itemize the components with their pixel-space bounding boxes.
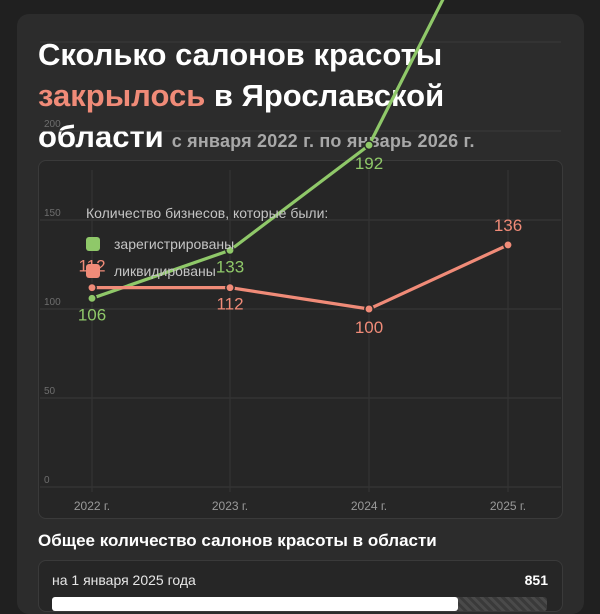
y-tick-label-0: 0 bbox=[44, 475, 50, 486]
summary-row-value: 851 bbox=[524, 572, 548, 588]
legend-label-registered: зарегистрированы bbox=[114, 235, 235, 252]
summary-bar-track bbox=[52, 597, 547, 611]
headline-part2: в Ярославской bbox=[213, 78, 445, 113]
headline-period: с января 2022 г. по январь 2026 г. bbox=[171, 131, 475, 151]
legend-entry-liquidated: ликвидированы bbox=[86, 257, 328, 284]
summary-row: на 1 января 2025 года 851 bbox=[38, 560, 563, 612]
y-tick-label-50: 50 bbox=[44, 386, 56, 397]
series-0-data-label-0: 106 bbox=[78, 305, 106, 324]
series-1-data-label-1: 112 bbox=[216, 295, 243, 314]
headline: Сколько салонов красоты закрылось в Ярос… bbox=[38, 34, 558, 162]
series-0-data-label-1: 133 bbox=[216, 257, 244, 276]
headline-part3: области bbox=[38, 119, 164, 154]
series-1-data-label-2: 100 bbox=[355, 318, 383, 337]
legend-swatch-registered bbox=[86, 236, 100, 251]
series-line-0 bbox=[90, 0, 445, 300]
summary-bar-fill bbox=[52, 597, 458, 611]
y-tick-label-150: 150 bbox=[44, 208, 61, 219]
series-0-point-0 bbox=[87, 293, 97, 304]
x-tick-label-2: 2024 г. bbox=[351, 499, 387, 513]
series-1-point-3 bbox=[503, 239, 513, 250]
legend-swatch-liquidated bbox=[86, 263, 100, 278]
legend-entry-registered: зарегистрированы bbox=[86, 230, 328, 257]
line-chart: 0 50 100 150 200 2022 г. 2023 г. 2024 г. 2025 г.… bbox=[40, 0, 561, 513]
y-tick-label-100: 100 bbox=[44, 297, 61, 308]
y-tick-label-200: 200 bbox=[44, 119, 61, 130]
series-1-point-2 bbox=[364, 304, 374, 314]
x-tick-label-1: 2023 г. bbox=[212, 499, 248, 513]
x-tick-label-3: 2025 г. bbox=[490, 499, 526, 513]
headline-part1: Сколько салонов красоты bbox=[38, 37, 443, 72]
series-0-point-2 bbox=[364, 140, 374, 151]
headline-accent: закрылось bbox=[38, 78, 206, 113]
x-tick-label-0: 2022 г. bbox=[74, 499, 110, 513]
series-line-1 bbox=[90, 243, 510, 311]
legend-title: Количество бизнесов, которые были: bbox=[86, 205, 329, 221]
series-1-point-0 bbox=[87, 282, 97, 293]
legend-label-liquidated: ликвидированы bbox=[114, 262, 216, 279]
series-1-data-label-3: 136 bbox=[494, 216, 522, 235]
series-0-point-1 bbox=[225, 245, 235, 256]
summary-row-label: на 1 января 2025 года bbox=[52, 572, 196, 588]
series-1-point-1 bbox=[225, 282, 235, 293]
series-0-data-label-2: 192 bbox=[355, 154, 383, 173]
summary-title: Общее количество салонов красоты в облас… bbox=[38, 531, 437, 550]
chart-legend: Количество бизнесов, которые были: зарег… bbox=[86, 205, 328, 284]
